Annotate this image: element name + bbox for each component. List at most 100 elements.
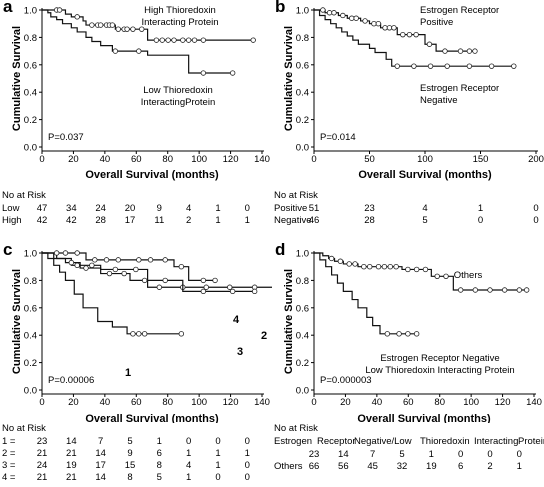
risk-value: 47	[36, 203, 48, 214]
censor-mark	[89, 22, 95, 28]
risk-value: 24	[95, 203, 106, 214]
x-tick-label: 200	[528, 154, 544, 165]
censor-mark	[171, 37, 177, 43]
km-plot-c: 0.0 0.2 0.4 0.6 0.8 1.0 0 20 40 60 80 100 120 140 Over…	[11, 249, 277, 425]
risk-subheader: Interacting	[474, 436, 519, 447]
censor-mark	[212, 277, 218, 284]
censor-mark	[413, 266, 420, 273]
risk-value: 1	[186, 448, 192, 459]
risk-header: No at Risk	[274, 190, 318, 201]
x-tick-label: 140	[254, 154, 270, 165]
censor-mark	[326, 10, 333, 16]
risk-value: 28	[364, 215, 375, 226]
y-tick-label: 1.0	[24, 249, 37, 260]
risk-value: 14	[95, 448, 106, 459]
censor-mark	[426, 41, 433, 47]
censor-mark	[136, 331, 142, 337]
censor-mark	[501, 287, 508, 293]
x-tick-label: 140	[526, 397, 542, 408]
censor-mark	[133, 266, 139, 273]
censor-mark	[191, 37, 198, 43]
y-tick-label: 0.2	[24, 115, 37, 126]
y-axis-label: Cumulative Survival	[283, 26, 295, 131]
censor-mark	[200, 70, 207, 76]
y-tick-label: 0.4	[24, 331, 37, 342]
survival-curve-1	[314, 9, 475, 52]
censor-mark	[229, 288, 236, 295]
risk-header: No at Risk	[2, 423, 46, 434]
censor-mark	[466, 48, 473, 54]
x-tick-label: 100	[191, 154, 207, 165]
risk-row-label: 1 =	[2, 436, 16, 447]
censor-mark	[109, 22, 116, 28]
x-tick-label: 40	[100, 154, 111, 165]
censor-mark	[112, 48, 119, 54]
censor-mark	[136, 48, 142, 54]
risk-subheader: Thioredoxin	[420, 436, 470, 447]
censor-mark	[337, 258, 344, 264]
risk-value: 23	[308, 449, 320, 460]
censor-mark	[434, 273, 440, 279]
censor-mark	[346, 261, 352, 267]
risk-value: 46	[308, 215, 320, 226]
risk-table-d: No at Risk Estrogen Receptor Negative/Low Th…	[272, 423, 544, 487]
censor-mark	[89, 262, 95, 269]
censor-mark	[251, 288, 258, 295]
censor-mark	[511, 63, 517, 69]
censor-mark	[62, 250, 69, 256]
censor-mark	[159, 37, 165, 43]
y-tick-label: 1.0	[296, 6, 309, 17]
censor-mark	[396, 331, 402, 337]
annotation-positive: Positive	[420, 17, 453, 28]
risk-value: 9	[156, 203, 162, 214]
panel-label-b: b	[275, 0, 286, 16]
censor-mark	[405, 331, 411, 337]
risk-subheader: Negative/Low	[354, 436, 412, 447]
risk-value: 1	[186, 472, 192, 483]
y-tick-label: 0.2	[296, 358, 309, 369]
curve-label-2: 2	[261, 330, 267, 342]
risk-value: 14	[95, 472, 106, 483]
risk-value: 1	[477, 203, 484, 214]
risk-value: 4	[422, 203, 428, 214]
panel-label-a: a	[3, 0, 13, 16]
risk-row-label: High	[2, 215, 22, 226]
p-value: P=0.000003	[320, 375, 372, 386]
risk-value: 5	[127, 436, 133, 447]
risk-value: 7	[98, 436, 104, 447]
risk-value: 5	[399, 449, 405, 460]
annotation-low: InteractingProtein	[141, 97, 215, 108]
y-tick-label: 0.8	[296, 276, 309, 287]
censor-mark	[320, 7, 326, 13]
risk-value: 23	[364, 203, 375, 214]
risk-value: 20	[124, 203, 136, 214]
censor-mark	[136, 257, 142, 263]
y-tick-label: 0.0	[296, 143, 309, 154]
annotation-positive: Estrogen Receptor	[420, 5, 499, 16]
x-axis-label: Overall Survival (months)	[358, 169, 492, 181]
risk-value: 15	[124, 460, 136, 471]
x-axis-label: Overall Survival (months)	[85, 169, 219, 181]
censor-mark	[444, 63, 450, 69]
censor-mark	[124, 26, 130, 32]
x-tick-label: 120	[223, 154, 239, 165]
censor-mark	[442, 48, 448, 54]
risk-value: 8	[127, 472, 133, 483]
y-tick-label: 1.0	[24, 6, 37, 17]
censor-mark	[165, 37, 171, 43]
y-tick-label: 0.4	[296, 331, 309, 342]
survival-curve-2	[314, 9, 514, 67]
risk-row-label: Others	[274, 461, 303, 472]
censor-mark	[147, 257, 154, 263]
x-tick-label: 60	[131, 154, 142, 165]
y-tick-label: 0.6	[296, 60, 309, 71]
annotation-high: Interacting Protein	[141, 17, 218, 28]
y-tick-label: 0.6	[24, 60, 37, 71]
censor-mark	[178, 331, 185, 337]
curve-label-1: 1	[125, 367, 131, 379]
risk-value: 11	[154, 215, 165, 226]
censor-mark	[112, 266, 119, 273]
risk-subheader: Protein	[518, 436, 544, 447]
annotation-low-txnip: Low Thioredoxin Interacting Protein	[365, 365, 514, 376]
risk-value: 5	[156, 472, 162, 483]
